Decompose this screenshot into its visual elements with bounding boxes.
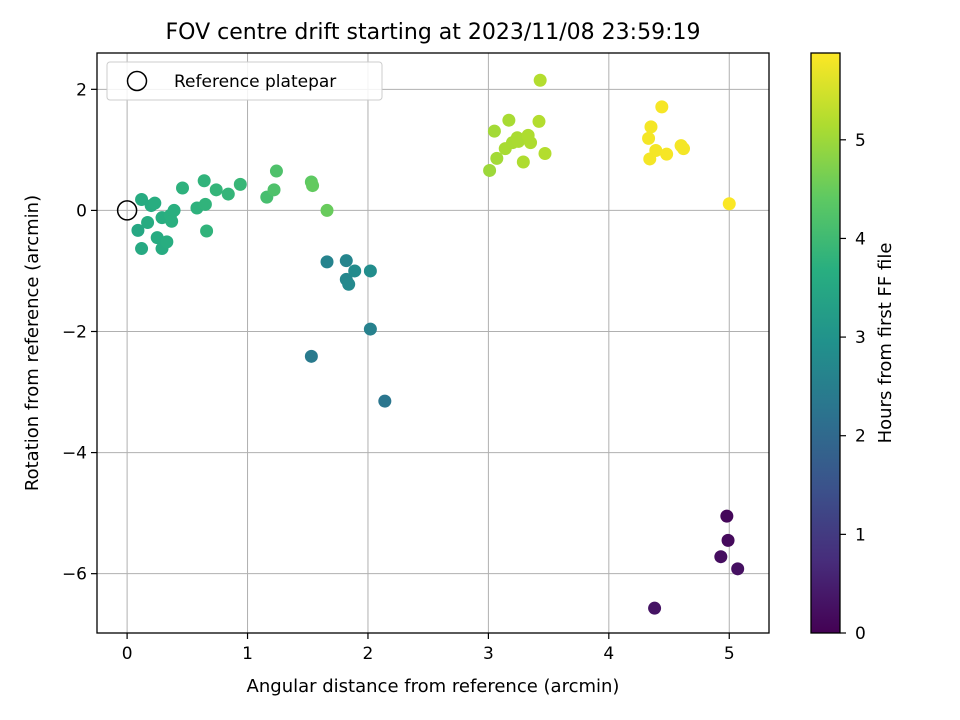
- colorbar-tick-label: 5: [855, 131, 866, 151]
- colorbar-tick-label: 2: [855, 427, 866, 447]
- data-point: [487, 124, 501, 138]
- y-tick-label: −6: [62, 565, 87, 585]
- x-axis-ticks: 0 1 2 3 4 5: [122, 633, 735, 664]
- data-point: [714, 550, 728, 564]
- colorbar-tick-label: 4: [855, 229, 866, 249]
- legend-marker-open-circle: [126, 70, 148, 92]
- data-points: [131, 73, 745, 615]
- data-point: [378, 394, 392, 408]
- data-point: [197, 174, 211, 188]
- data-point: [363, 264, 377, 278]
- legend-entry-reference-platepar: Reference platepar: [174, 72, 336, 92]
- y-axis-ticks: 2 0 −2 −4 −6: [62, 80, 97, 585]
- data-point: [320, 203, 334, 217]
- data-point: [533, 73, 547, 87]
- data-point: [233, 177, 247, 191]
- x-tick-label: 1: [242, 644, 253, 664]
- colorbar-ticks: 0 1 2 3 4 5: [840, 131, 866, 644]
- chart-title: FOV centre drift starting at 2023/11/08 …: [166, 20, 701, 45]
- data-point: [502, 113, 516, 127]
- x-axis-label: Angular distance from reference (arcmin): [247, 676, 620, 697]
- data-point: [648, 601, 662, 615]
- data-point: [676, 142, 690, 156]
- data-point: [512, 134, 526, 148]
- colorbar: 0 1 2 3 4 5 Hours from first FF file: [810, 52, 896, 644]
- data-point: [141, 216, 155, 230]
- data-point: [135, 242, 149, 256]
- data-point: [306, 179, 320, 193]
- data-point: [131, 223, 145, 237]
- reference-marker: [116, 200, 138, 221]
- y-tick-label: −4: [62, 444, 87, 464]
- data-point: [165, 214, 179, 228]
- data-point: [348, 264, 362, 278]
- y-tick-label: −2: [62, 322, 87, 342]
- colorbar-gradient: [810, 52, 841, 634]
- data-point: [135, 193, 149, 207]
- colorbar-label: Hours from first FF file: [875, 243, 896, 444]
- data-point: [339, 254, 353, 268]
- data-point: [722, 197, 736, 211]
- colorbar-tick-label: 1: [855, 525, 866, 545]
- data-point: [320, 255, 334, 269]
- x-tick-label: 0: [122, 644, 133, 664]
- x-tick-label: 2: [363, 644, 374, 664]
- data-point: [148, 196, 162, 210]
- data-point: [176, 181, 190, 195]
- data-point: [342, 277, 356, 291]
- data-point: [524, 136, 538, 150]
- reference-point: [116, 200, 138, 221]
- data-point: [267, 183, 281, 197]
- data-point: [363, 322, 377, 336]
- data-point: [538, 147, 552, 161]
- data-point: [483, 163, 497, 177]
- x-tick-label: 3: [483, 644, 494, 664]
- data-point: [644, 120, 658, 134]
- data-point: [731, 562, 745, 576]
- gridlines: [97, 53, 769, 633]
- data-point: [269, 164, 283, 178]
- y-tick-label: 2: [76, 80, 87, 100]
- data-point: [198, 197, 212, 211]
- legend-box: [106, 61, 383, 101]
- data-point: [516, 155, 530, 169]
- legend: Reference platepar: [106, 61, 383, 101]
- data-point: [200, 224, 214, 238]
- data-point: [720, 509, 734, 523]
- data-point: [490, 151, 504, 165]
- plot-frame: [96, 52, 770, 634]
- data-point: [660, 147, 674, 161]
- x-tick-label: 5: [724, 644, 735, 664]
- data-point: [221, 187, 235, 201]
- x-tick-label: 4: [603, 644, 614, 664]
- data-point: [209, 183, 223, 197]
- data-point: [167, 203, 181, 217]
- data-point: [721, 533, 735, 547]
- data-point: [649, 143, 663, 157]
- data-point: [160, 235, 174, 249]
- data-point: [304, 349, 318, 363]
- y-tick-label: 0: [76, 201, 87, 221]
- colorbar-tick-label: 0: [855, 624, 866, 644]
- data-point: [532, 114, 546, 128]
- colorbar-tick-label: 3: [855, 328, 866, 348]
- y-axis-label: Rotation from reference (arcmin): [22, 195, 43, 491]
- data-point: [655, 100, 669, 114]
- data-point: [642, 131, 656, 145]
